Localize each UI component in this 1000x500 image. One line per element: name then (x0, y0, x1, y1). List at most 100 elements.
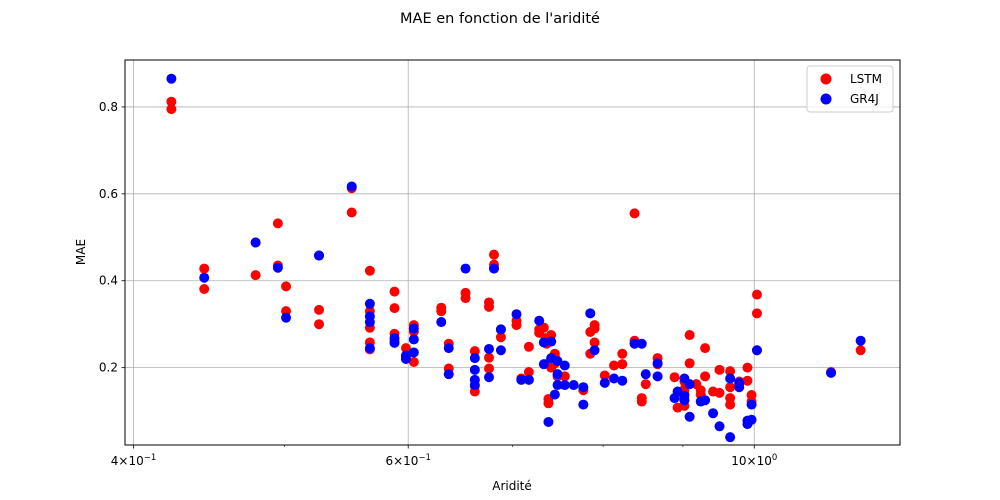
lstm-point (751, 308, 762, 319)
gr4j-point (469, 364, 480, 375)
gr4j-point (400, 353, 411, 364)
gr4j-point (746, 399, 757, 410)
lstm-point (281, 281, 292, 292)
gr4j-point (523, 374, 534, 385)
gr4j-point (751, 345, 762, 356)
gr4j-point (552, 380, 563, 391)
gr4j-point (629, 338, 640, 349)
lstm-point (400, 343, 411, 354)
gr4j-point (684, 379, 695, 390)
y-tick-label: 0.2 (99, 361, 118, 375)
lstm-point (609, 360, 620, 371)
gr4j-point (484, 343, 494, 354)
gr4j-point (609, 373, 620, 384)
gr4j-point (364, 317, 375, 328)
lstm-point (629, 208, 640, 219)
gr4j-point (443, 369, 454, 380)
y-tick-label: 0.8 (99, 100, 118, 114)
gr4j-point (640, 369, 651, 380)
lstm-point (751, 289, 762, 300)
lstm-point (166, 104, 177, 115)
gr4j-point (568, 380, 579, 391)
gr4j-point (599, 377, 610, 388)
gr4j-point (281, 312, 292, 323)
x-axis-label: Aridité (492, 479, 532, 493)
y-tick-label: 0.4 (99, 274, 118, 288)
gr4j-point (538, 337, 549, 348)
lstm-point (495, 332, 506, 343)
gr4j-point (652, 358, 663, 369)
gr4j-point (585, 308, 596, 319)
lstm-point (725, 382, 736, 393)
gr4j-point (408, 347, 419, 358)
gr4j-point (700, 395, 711, 406)
gr4j-point (364, 298, 375, 309)
lstm-point (589, 337, 600, 348)
gr4j-point (617, 375, 628, 386)
gr4j-point (534, 315, 545, 326)
gr4j-point (272, 262, 283, 273)
lstm-point (511, 320, 522, 331)
gr4j-point (559, 360, 570, 371)
lstm-point (314, 319, 325, 330)
lstm-point (725, 366, 736, 377)
gr4j-point (538, 359, 549, 370)
y-axis: 0.2 0.4 0.6 0.8 (99, 100, 125, 375)
lstm-point (250, 270, 261, 281)
lstm-point (484, 301, 494, 312)
plot-area (125, 60, 900, 445)
legend-marker-lstm (820, 73, 832, 85)
gr4j-point (495, 324, 506, 335)
x-tick-label: 6×10−1 (385, 453, 431, 468)
lstm-point (684, 330, 695, 341)
lstm-point (640, 379, 651, 390)
lstm-point (617, 348, 628, 359)
gr4j-point (746, 414, 757, 425)
gr4j-point (408, 334, 419, 345)
lstm-point (543, 398, 554, 409)
chart-title: MAE en fonction de l'aridité (400, 11, 600, 27)
gr4j-point (855, 335, 866, 346)
lstm-point (389, 303, 400, 314)
gr4j-point (578, 399, 589, 410)
gr4j-point (511, 309, 522, 320)
data-points (166, 73, 866, 443)
gr4j-point (734, 382, 745, 393)
gr4j-point (489, 263, 499, 274)
gr4j-point (549, 389, 560, 400)
gr4j-point (546, 336, 557, 347)
gr4j-point (543, 416, 554, 427)
gr4j-point (460, 263, 471, 274)
lstm-point (523, 367, 534, 377)
lstm-point (199, 284, 210, 294)
x-tick-label: 4×10−1 (111, 453, 157, 468)
gr4j-point (552, 356, 563, 367)
lstm-point (408, 357, 419, 367)
lstm-point (469, 346, 480, 357)
gr4j-point (679, 395, 690, 406)
lstm-point (855, 345, 866, 356)
lstm-point (346, 207, 357, 218)
gr4j-point (250, 237, 261, 248)
gr4j-point (443, 343, 454, 354)
gr4j-point (484, 372, 494, 383)
lstm-point (484, 363, 494, 374)
lstm-point (684, 358, 695, 369)
gr4j-point (636, 338, 647, 349)
lstm-point (314, 304, 325, 315)
legend-marker-gr4j (820, 93, 832, 105)
gr4j-point (559, 380, 570, 391)
gr4j-point (826, 367, 837, 378)
gr4j-point (408, 323, 419, 334)
lstm-point (742, 362, 753, 373)
lstm-point (364, 265, 375, 276)
lstm-point (272, 218, 283, 229)
lstm-point (484, 352, 494, 363)
gr4j-point (714, 421, 725, 432)
gr4j-point (346, 181, 357, 192)
lstm-point (742, 375, 753, 386)
lstm-point (589, 323, 600, 334)
lstm-point (714, 364, 725, 375)
lstm-point (389, 286, 400, 297)
gr4j-point (589, 345, 600, 356)
